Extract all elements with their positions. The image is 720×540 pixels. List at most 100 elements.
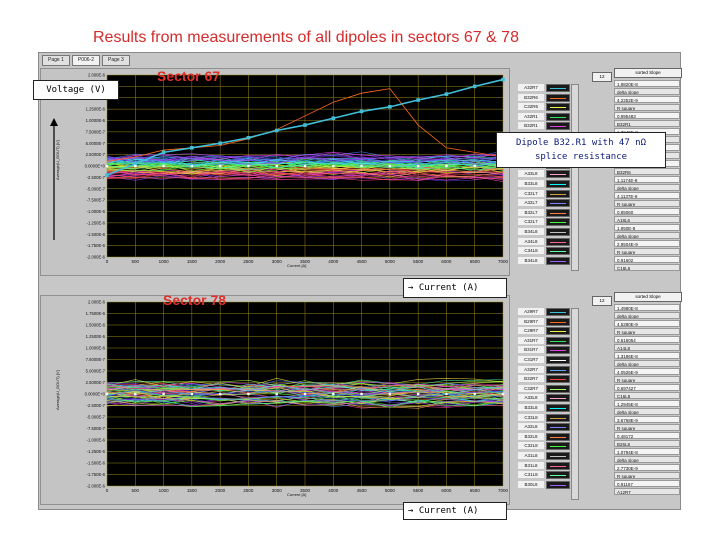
bottom-legend-item[interactable]: C33L8: [518, 413, 598, 422]
top-legend-item[interactable]: B34L8: [518, 256, 598, 265]
top-legend-item[interactable]: C32L7: [518, 189, 598, 198]
top-legend-swatch[interactable]: [546, 122, 570, 131]
top-highlight-point: [105, 173, 109, 177]
bottom-legend-swatch[interactable]: [546, 432, 570, 441]
top-legend-swatch[interactable]: [546, 218, 570, 227]
tab-page-1[interactable]: Page 1: [42, 55, 70, 66]
top-legend-item[interactable]: B32R1: [518, 122, 598, 131]
bottom-legend-item[interactable]: B31L8: [518, 461, 598, 470]
bottom-plot-panel: 2.000E-6 1.7500E-6 1.5000E-6 1.2500E-6 1.000…: [40, 295, 510, 505]
top-legend-swatch[interactable]: [546, 180, 570, 188]
top-legend-item[interactable]: B33L8: [518, 180, 598, 188]
top-legend-item[interactable]: C34L8: [518, 247, 598, 256]
top-legend-swatch[interactable]: [546, 247, 570, 256]
bottom-legend-swatch[interactable]: [546, 375, 570, 384]
bottom-legend-swatch[interactable]: [546, 471, 570, 480]
top-legend-item[interactable]: B32L7: [518, 208, 598, 217]
bottom-stat-label: delta slope: [614, 408, 680, 415]
bottom-stat-label: delta slope: [614, 360, 680, 367]
top-legend-swatch[interactable]: [546, 103, 570, 112]
top-x-tick-label: 4500: [357, 259, 368, 264]
top-legend-item[interactable]: B34L8: [518, 228, 598, 236]
bottom-x-tick-label: 5000: [385, 488, 396, 493]
bottom-legend-swatch[interactable]: [546, 394, 570, 403]
bottom-legend-item[interactable]: C32R7: [518, 384, 598, 393]
top-legend-name: A32R1: [518, 112, 544, 120]
bottom-legend-swatch[interactable]: [546, 308, 570, 316]
top-y-tick-label: -1.500E-6: [87, 232, 106, 237]
bottom-legend-item[interactable]: A29R7: [518, 308, 598, 316]
bottom-legend-item[interactable]: C29R7: [518, 327, 598, 336]
bottom-legend-swatch[interactable]: [546, 404, 570, 412]
bottom-legend-item[interactable]: C31L8: [518, 471, 598, 480]
bottom-legend-item[interactable]: B31R7: [518, 346, 598, 355]
top-legend-swatch[interactable]: [546, 228, 570, 236]
top-x-tick-label: 7000: [498, 259, 509, 264]
bottom-legend-item[interactable]: A33L8: [518, 394, 598, 403]
bottom-legend-item[interactable]: B30L8: [518, 480, 598, 489]
top-legend-name: A32L7: [518, 199, 544, 207]
bottom-series-line: [106, 393, 504, 403]
bottom-legend-swatch[interactable]: [546, 327, 570, 336]
top-legend-name: B34L8: [518, 256, 544, 264]
bottom-legend-item[interactable]: C32L8: [518, 442, 598, 451]
bottom-legend-swatch[interactable]: [546, 452, 570, 460]
top-legend-item[interactable]: A32R7: [518, 84, 598, 92]
bottom-legend-swatch[interactable]: [546, 442, 570, 451]
bottom-legend-swatch[interactable]: [546, 480, 570, 489]
bottom-legend-item[interactable]: C31R7: [518, 356, 598, 364]
bottom-legend-scrollbar[interactable]: [571, 308, 579, 500]
bottom-stat-label: delta slope: [614, 456, 680, 463]
tab-bar: Page 1 P006-2 Page 3: [42, 55, 130, 66]
bottom-legend-item[interactable]: B29R7: [518, 317, 598, 326]
bottom-series-line: [107, 395, 504, 403]
tab-page-3[interactable]: Page 3: [101, 55, 130, 66]
bottom-legend-swatch[interactable]: [546, 384, 570, 393]
top-legend-swatch[interactable]: [546, 237, 570, 246]
top-legend-item[interactable]: A32L7: [518, 199, 598, 208]
top-legend-item[interactable]: B32R6: [518, 93, 598, 102]
top-legend-item[interactable]: A34L8: [518, 237, 598, 246]
bottom-legend-swatch[interactable]: [546, 423, 570, 432]
bottom-legend-swatch[interactable]: [546, 356, 570, 364]
bottom-legend-item[interactable]: A32L8: [518, 423, 598, 432]
bottom-legend-swatch[interactable]: [546, 346, 570, 355]
top-highlight-point: [501, 77, 505, 82]
top-series-line: [106, 151, 504, 162]
bottom-legend-name: A31L8: [518, 452, 544, 459]
bottom-legend-item[interactable]: B32L8: [518, 432, 598, 441]
bottom-sort-spinner[interactable]: 12: [592, 296, 612, 306]
top-series-line: [106, 155, 504, 164]
bottom-legend-swatch[interactable]: [546, 317, 570, 326]
top-legend-item[interactable]: C32R6: [518, 103, 598, 112]
top-legend-swatch[interactable]: [546, 208, 570, 217]
tab-page-2[interactable]: P006-2: [71, 55, 100, 66]
top-sort-spinner[interactable]: 12: [592, 72, 612, 82]
bottom-legend-item[interactable]: A31L8: [518, 452, 598, 460]
top-legend-swatch[interactable]: [546, 93, 570, 102]
bottom-legend-item[interactable]: A32R7: [518, 365, 598, 374]
bottom-series-line: [106, 400, 504, 407]
bottom-legend-item[interactable]: A31R7: [518, 336, 598, 345]
top-legend-scrollbar[interactable]: [571, 84, 579, 271]
bottom-legend-swatch[interactable]: [546, 336, 570, 345]
top-legend-swatch[interactable]: [546, 256, 570, 265]
top-stat-label: A18L6: [614, 216, 680, 223]
top-legend-item[interactable]: A32R1: [518, 112, 598, 121]
bottom-legend-swatch[interactable]: [546, 365, 570, 374]
bottom-stat-value: 3.6768E-9: [614, 416, 680, 423]
top-legend-swatch[interactable]: [546, 170, 570, 179]
bottom-legend-item[interactable]: B33L8: [518, 404, 598, 412]
top-legend-swatch[interactable]: [546, 84, 570, 92]
top-legend-swatch[interactable]: [546, 199, 570, 208]
bottom-stat-label: A14L8: [614, 344, 680, 351]
bottom-legend-swatch[interactable]: [546, 413, 570, 422]
bottom-band-marker: [247, 392, 250, 396]
bottom-legend-item[interactable]: B32R7: [518, 375, 598, 384]
top-legend-swatch[interactable]: [546, 112, 570, 121]
bottom-legend-swatch[interactable]: [546, 461, 570, 470]
top-legend-swatch[interactable]: [546, 189, 570, 198]
top-y-tick-label: 5.0000E-7: [86, 141, 106, 146]
top-legend-item[interactable]: A33L8: [518, 170, 598, 179]
top-legend-item[interactable]: C32L7: [518, 218, 598, 227]
